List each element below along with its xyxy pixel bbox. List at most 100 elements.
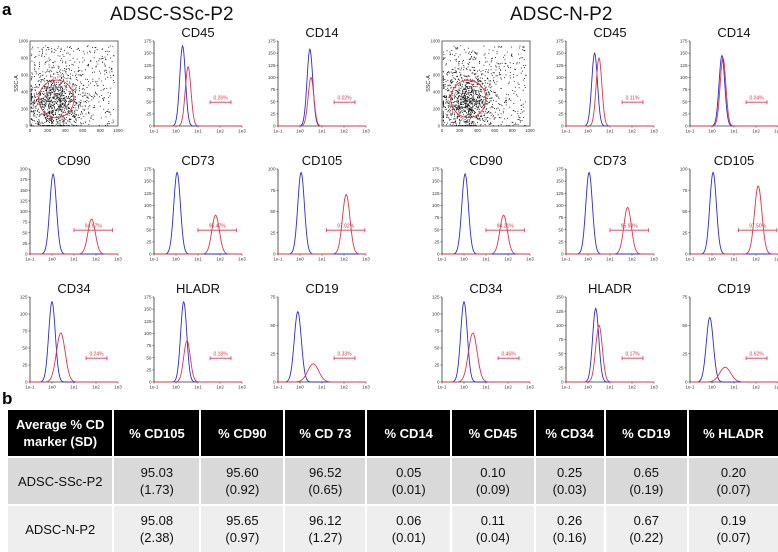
scatter-dot (59, 114, 61, 116)
scatter-dot (60, 101, 62, 103)
scatter-dot (61, 94, 63, 96)
scatter-dot (46, 115, 48, 117)
scatter-dot (73, 115, 75, 117)
scatter-dot (458, 105, 459, 107)
scatter-dot (51, 111, 53, 113)
scatter-dot (88, 106, 90, 108)
scatter-dot (82, 61, 84, 63)
scatter-dot (45, 53, 47, 55)
histogram-ytick: 125 (144, 319, 152, 324)
scatter-dot (486, 92, 487, 94)
scatter-dot (471, 125, 473, 127)
scatter-dot (459, 120, 461, 122)
scatter-dot (89, 50, 90, 52)
scatter-dot (84, 108, 86, 110)
scatter-dot (469, 62, 471, 63)
scatter-dot (71, 99, 72, 100)
scatter-dot (57, 86, 59, 88)
histogram-xtick: 1e1 (730, 129, 738, 134)
scatter-dot (54, 48, 56, 50)
scatter-dot (49, 92, 51, 94)
scatter-dot (113, 109, 115, 110)
scatter-dot (78, 107, 80, 109)
scatter-dot (442, 123, 444, 125)
scatter-dot (459, 84, 461, 86)
scatter-dot (451, 102, 453, 104)
scatter-dot (62, 103, 64, 105)
scatter-dot (442, 77, 444, 79)
scatter-dot (78, 74, 80, 76)
scatter-dot (47, 60, 49, 62)
scatter-dot (63, 106, 65, 108)
scatter-dot (521, 49, 523, 51)
scatter-dot (519, 45, 521, 47)
scatter-dot (78, 67, 79, 69)
scatter-dot (80, 99, 82, 101)
scatter-dot (75, 118, 77, 120)
scatter-dot (68, 101, 70, 103)
scatter-dot (62, 114, 64, 116)
scatter-dot (74, 113, 76, 115)
scatter-dot (477, 115, 479, 116)
scatter-dot (85, 101, 86, 102)
scatter-dot (72, 111, 73, 113)
scatter-dot (484, 71, 486, 73)
scatter-dot (41, 106, 43, 108)
scatter-dot (56, 110, 57, 112)
scatter-dot (51, 113, 53, 114)
scatter-dot (50, 120, 52, 121)
scatter-dot (48, 108, 50, 110)
scatter-dot (472, 106, 474, 108)
scatter-dot (455, 47, 457, 49)
scatter-dot (457, 116, 459, 117)
scatter-dot (81, 112, 83, 114)
scatter-dot (32, 89, 33, 91)
scatter-dot (511, 56, 513, 57)
scatter-dot (55, 103, 57, 104)
scatter-dot (49, 88, 51, 90)
scatter-dot (450, 60, 451, 62)
scatter-dot (489, 84, 491, 86)
scatter-dot (499, 109, 500, 111)
scatter-dot (480, 81, 482, 82)
scatter-dot (456, 123, 457, 125)
scatter-dot (33, 101, 35, 103)
scatter-dot (72, 112, 74, 114)
scatter-dot (47, 115, 49, 117)
scatter-dot (86, 78, 88, 80)
scatter-dot (480, 116, 482, 117)
scatter-dot (464, 79, 466, 81)
scatter-dot (30, 94, 32, 96)
scatter-dot (64, 101, 66, 103)
scatter-dot (463, 81, 465, 83)
scatter-dot (471, 94, 473, 96)
scatter-dot (505, 100, 507, 102)
scatter-dot (459, 106, 461, 107)
scatter-dot (482, 106, 483, 108)
scatter-dot (48, 89, 50, 91)
scatter-dot (473, 57, 475, 58)
scatter-dot (97, 85, 99, 87)
scatter-dot (57, 46, 59, 48)
scatter-dot (39, 73, 41, 75)
scatter-dot (447, 100, 449, 102)
scatter-dot (456, 91, 458, 92)
scatter-dot (504, 102, 505, 103)
scatter-dot (452, 77, 454, 79)
scatter-dot (31, 48, 33, 50)
histogram-ytick: 100 (556, 203, 564, 208)
scatter-dot (471, 92, 473, 94)
scatter-dot (45, 125, 47, 127)
scatter-dot (43, 113, 45, 115)
histogram-ytick: 50 (682, 323, 688, 328)
histogram-ytick: 175 (268, 39, 276, 44)
scatter-dot (470, 114, 472, 116)
scatter-dot (471, 94, 472, 95)
scatter-xtick: 0 (441, 128, 444, 133)
scatter-dot (71, 123, 73, 125)
scatter-dot (51, 117, 53, 119)
scatter-dot (468, 107, 469, 109)
scatter-dot (74, 91, 76, 92)
histogram-ytick: 75 (682, 87, 688, 92)
histogram-ytick: 100 (144, 203, 152, 208)
